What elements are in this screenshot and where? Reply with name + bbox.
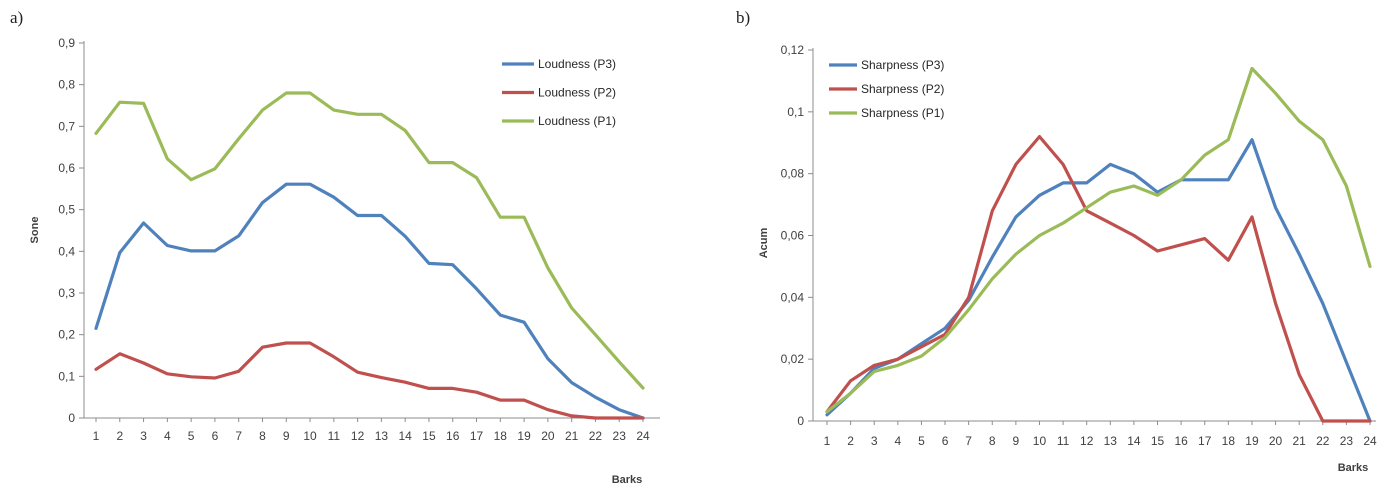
y-tick-label: 0,6 (58, 161, 75, 175)
series-line (94, 91, 645, 390)
x-tick-label: 1 (93, 429, 100, 443)
y-tick-label: 0,5 (58, 203, 75, 217)
loudness-chart: 00,10,20,30,40,50,60,70,80,91 2 3 4 5 6 7 8 9 10 1… (29, 36, 660, 486)
x-tick-label: 20 (541, 429, 555, 443)
x-tick-label: 16 (446, 429, 460, 443)
x-tick-label: 13 (1104, 434, 1118, 448)
x-tick-label: 8 (989, 434, 996, 448)
chart-panel-loudness: a) 0 0,1 0,2 0,3 0,4 0,5 0,6 0,7 0,8 0,9 1 2 3 4 5 6 7 8 9… (0, 0, 690, 491)
y-tick-label: 0 (68, 411, 75, 425)
x-tick-label: 12 (351, 429, 365, 443)
x-tick-label: 21 (1292, 434, 1306, 448)
panel-letter: a) (10, 8, 24, 27)
sharpness-chart: 00,020,040,060,080,10,121 2 3 4 5 6 7 8 9 10 11 12 1… (758, 43, 1377, 474)
y-axis-title: Acum (758, 228, 770, 259)
x-tick-label: 14 (1127, 434, 1141, 448)
series-line (94, 182, 645, 420)
x-tick-label: 19 (517, 429, 531, 443)
y-tick-label: 0,08 (781, 167, 805, 181)
y-tick-label: 0,02 (781, 352, 805, 366)
x-axis-title: Barks (612, 474, 643, 486)
legend-label: Loudness (P3) (538, 57, 616, 71)
x-tick-label: 9 (1013, 434, 1020, 448)
x-tick-label: 5 (188, 429, 195, 443)
x-tick-label: 10 (1033, 434, 1047, 448)
x-tick-label: 18 (1222, 434, 1236, 448)
x-tick-label: 6 (212, 429, 219, 443)
y-tick-label: 0,4 (58, 244, 75, 258)
series-line (94, 341, 645, 420)
x-tick-label: 23 (1340, 434, 1354, 448)
x-tick-label: 24 (636, 429, 650, 443)
x-tick-label: 17 (470, 429, 484, 443)
x-tick-label: 7 (235, 429, 242, 443)
x-tick-label: 11 (1057, 434, 1070, 448)
y-tick-label: 0,06 (781, 229, 805, 243)
x-tick-label: 12 (1080, 434, 1094, 448)
y-tick-label: 0 (797, 414, 804, 428)
x-tick-label: 22 (589, 429, 603, 443)
x-tick-label: 13 (375, 429, 389, 443)
x-tick-label: 2 (847, 434, 854, 448)
y-axis-title: Sone (29, 217, 41, 244)
x-tick-label: 20 (1269, 434, 1283, 448)
x-tick-label: 3 (871, 434, 878, 448)
x-tick-label: 11 (328, 429, 341, 443)
x-tick-label: 7 (965, 434, 972, 448)
legend-label: Loudness (P1) (538, 114, 616, 128)
x-tick-label: 18 (494, 429, 508, 443)
y-tick-label: 0,3 (58, 286, 75, 300)
x-tick-label: 19 (1245, 434, 1259, 448)
x-tick-label: 1 (824, 434, 831, 448)
series-line (825, 135, 1372, 423)
x-tick-label: 9 (283, 429, 290, 443)
y-tick-label: 0,04 (781, 290, 805, 304)
y-tick-label: 0,9 (58, 36, 75, 50)
chart-panel-sharpness: b) 0 0,02 0,04 0,06 0,08 0,1 0,12 1 2 3 4 5 6 7 8 9 10 11… (700, 0, 1391, 491)
x-tick-label: 3 (140, 429, 147, 443)
x-tick-label: 24 (1363, 434, 1377, 448)
x-tick-label: 10 (303, 429, 317, 443)
x-tick-label: 4 (164, 429, 171, 443)
x-tick-label: 2 (116, 429, 123, 443)
x-tick-label: 15 (1151, 434, 1165, 448)
legend-label: Sharpness (P2) (861, 82, 944, 96)
y-tick-label: 0,12 (781, 43, 805, 57)
y-tick-label: 0,8 (58, 78, 75, 92)
x-tick-label: 22 (1316, 434, 1330, 448)
series-line (825, 66, 1372, 414)
x-tick-label: 17 (1198, 434, 1212, 448)
x-tick-label: 5 (918, 434, 925, 448)
legend-label: Sharpness (P3) (861, 58, 944, 72)
y-tick-label: 0,2 (58, 328, 75, 342)
y-tick-label: 0,1 (58, 369, 75, 383)
x-axis-title: Barks (1338, 462, 1369, 474)
x-tick-label: 6 (942, 434, 949, 448)
x-tick-label: 8 (259, 429, 266, 443)
legend-label: Sharpness (P1) (861, 106, 944, 120)
y-tick-label: 0,1 (787, 105, 804, 119)
panel-letter: b) (736, 8, 751, 27)
legend-label: Loudness (P2) (538, 86, 616, 100)
x-tick-label: 21 (565, 429, 579, 443)
x-tick-label: 23 (613, 429, 627, 443)
x-tick-label: 4 (894, 434, 901, 448)
x-tick-label: 16 (1174, 434, 1188, 448)
y-tick-label: 0,7 (58, 119, 75, 133)
series-line (825, 138, 1372, 423)
x-tick-label: 15 (422, 429, 436, 443)
x-tick-label: 14 (398, 429, 412, 443)
